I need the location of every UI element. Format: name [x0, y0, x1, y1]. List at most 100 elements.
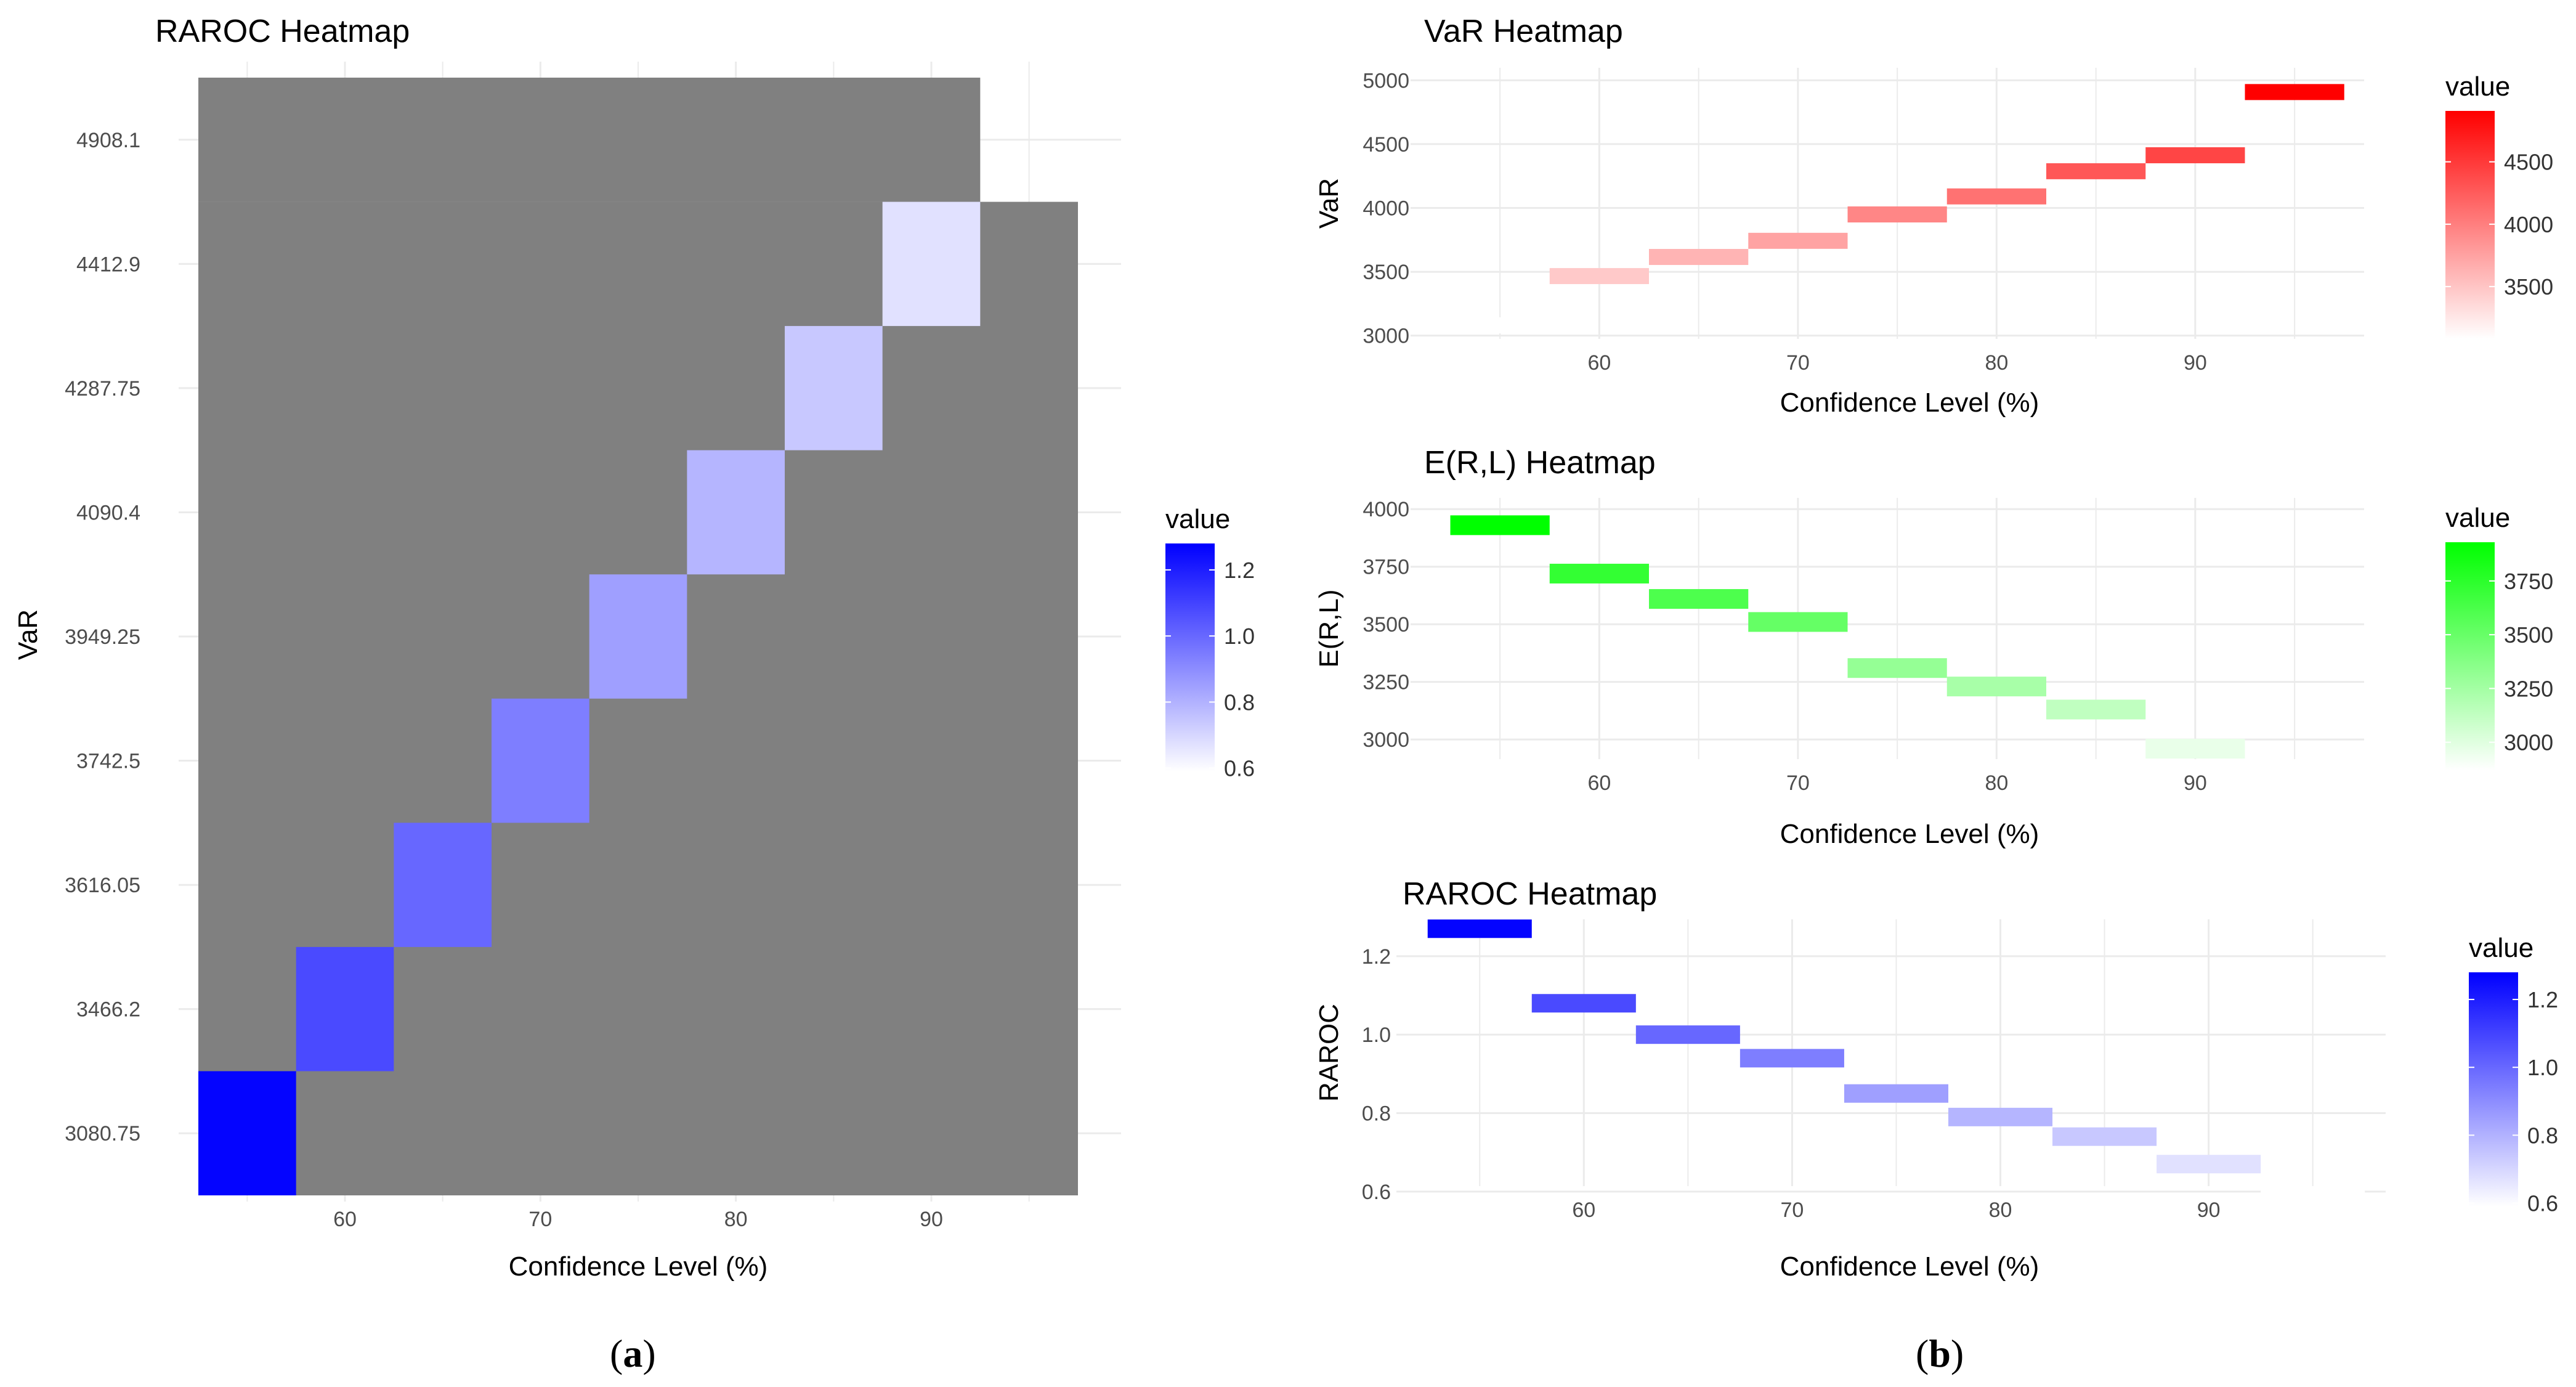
- y-axis-label: RAROC: [1314, 1004, 1344, 1102]
- legend-tick-label: 0.8: [1224, 689, 1255, 715]
- legend-tick-label: 4500: [2504, 150, 2553, 175]
- heatmap-cell: [1946, 188, 2046, 205]
- y-tick-label: 4908.1: [76, 129, 140, 152]
- y-tick-label: 3949.25: [65, 625, 140, 649]
- x-axis-label: Confidence Level (%): [1780, 819, 2039, 849]
- legend-tick-label: 3500: [2504, 622, 2553, 648]
- heatmap-cell: [2046, 163, 2146, 179]
- chart-title: E(R,L) Heatmap: [1424, 445, 1656, 481]
- y-tick-label: 0.8: [1362, 1102, 1391, 1125]
- caption-a: (a): [610, 1332, 656, 1375]
- x-tick-label: 70: [1786, 351, 1810, 375]
- heatmap-cell: [2046, 699, 2146, 720]
- heatmap-cell: [492, 698, 589, 823]
- legend-title: value: [2445, 71, 2510, 102]
- chart-title: VaR Heatmap: [1424, 14, 1623, 49]
- heatmap-cell: [589, 574, 687, 699]
- heatmap-cell: [2145, 147, 2245, 163]
- chart-title: RAROC Heatmap: [1403, 876, 1657, 912]
- legend-colorbar: [2445, 111, 2495, 339]
- heatmap-cell: [2052, 1127, 2157, 1146]
- y-tick-label: 3616.05: [65, 874, 140, 897]
- x-axis-label: Confidence Level (%): [1780, 388, 2039, 418]
- legend-tick-label: 0.8: [2527, 1123, 2558, 1148]
- heatmap-cell: [394, 823, 492, 947]
- y-tick-label: 3250: [1363, 671, 1409, 694]
- legend-colorbar: [2445, 542, 2495, 770]
- legend-tick-label: 1.0: [1224, 624, 1255, 649]
- y-tick-label: 0.6: [1362, 1181, 1391, 1204]
- y-tick-label: 4500: [1363, 133, 1409, 157]
- legend-tick-label: 3500: [2504, 274, 2553, 299]
- x-tick-label: 70: [529, 1208, 552, 1231]
- na-region: [198, 78, 981, 202]
- y-tick-label: 5000: [1363, 69, 1409, 92]
- y-tick-label: 1.2: [1362, 945, 1391, 969]
- x-axis-label: Confidence Level (%): [509, 1251, 768, 1282]
- x-tick-label: 80: [724, 1208, 748, 1231]
- x-tick-label: 90: [920, 1208, 943, 1231]
- x-tick-label: 80: [1985, 351, 2008, 375]
- heatmap-cell: [1450, 317, 1550, 333]
- heatmap-cell: [1531, 994, 1636, 1013]
- heatmap-cell: [2245, 759, 2344, 779]
- legend-tick-label: 1.0: [2527, 1055, 2558, 1080]
- caption-b: (b): [1916, 1332, 1964, 1375]
- heatmap-cell: [2245, 84, 2344, 100]
- legend-tick-label: 1.2: [1224, 558, 1255, 583]
- y-tick-label: 4090.4: [76, 501, 140, 524]
- heatmap-cell: [1948, 1107, 2053, 1126]
- x-axis-label: Confidence Level (%): [1780, 1251, 2039, 1282]
- x-tick-label: 80: [1985, 771, 2008, 795]
- heatmap-cell: [1549, 268, 1649, 285]
- y-tick-label: 4000: [1363, 498, 1409, 521]
- x-tick-label: 80: [1989, 1198, 2012, 1222]
- y-tick-label: 1.0: [1362, 1023, 1391, 1047]
- x-tick-label: 60: [333, 1208, 357, 1231]
- heatmap-cell: [1748, 232, 1848, 249]
- legend-tick-label: 4000: [2504, 212, 2553, 237]
- heatmap-cell: [1946, 677, 2046, 697]
- x-tick-label: 60: [1572, 1198, 1595, 1222]
- legend-title: value: [2469, 933, 2533, 963]
- legend-tick-label: 3750: [2504, 569, 2553, 594]
- legend-tick-label: 0.6: [1224, 756, 1255, 781]
- y-axis-label: VaR: [13, 609, 43, 660]
- heatmap-cell: [1847, 658, 1947, 678]
- x-tick-label: 70: [1780, 1198, 1804, 1222]
- heatmap-cell: [1649, 589, 1749, 609]
- y-tick-label: 4287.75: [65, 377, 140, 401]
- y-tick-label: 3000: [1363, 728, 1409, 752]
- y-tick-label: 3500: [1363, 261, 1409, 284]
- x-tick-label: 90: [2184, 771, 2207, 795]
- heatmap-cell: [1844, 1084, 1948, 1103]
- x-tick-label: 90: [2184, 351, 2207, 375]
- x-tick-label: 60: [1587, 351, 1611, 375]
- y-tick-label: 3080.75: [65, 1122, 140, 1145]
- legend-tick-label: 3000: [2504, 730, 2553, 755]
- heatmap-cell: [1649, 249, 1749, 266]
- legend-colorbar: [2469, 972, 2518, 1206]
- x-tick-label: 70: [1786, 771, 1810, 795]
- heatmap-cell: [2157, 1155, 2261, 1174]
- heatmap-cell: [1450, 515, 1550, 535]
- x-tick-label: 60: [1587, 771, 1611, 795]
- heatmap-cell: [198, 1071, 296, 1195]
- y-tick-label: 3000: [1363, 325, 1409, 348]
- y-tick-label: 3466.2: [76, 998, 140, 1022]
- heatmap-cell: [1740, 1049, 1844, 1068]
- legend-title: value: [1165, 504, 1230, 534]
- heatmap-cell: [1748, 612, 1848, 632]
- y-tick-label: 4000: [1363, 197, 1409, 221]
- heatmap-cell: [1549, 563, 1649, 584]
- y-tick-label: 4412.9: [76, 253, 140, 276]
- legend-tick-label: 3250: [2504, 676, 2553, 701]
- heatmap-cell: [1847, 206, 1947, 223]
- y-axis-label: VaR: [1314, 178, 1344, 229]
- heatmap-cell: [2145, 739, 2245, 759]
- heatmap-cell: [882, 201, 981, 327]
- legend-colorbar: [1165, 543, 1215, 771]
- y-axis-label: E(R,L): [1314, 589, 1344, 667]
- legend-tick-label: 1.2: [2527, 987, 2558, 1012]
